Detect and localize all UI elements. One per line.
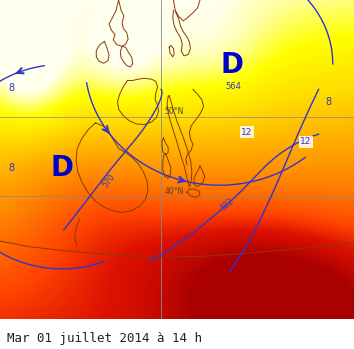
Text: 12: 12 xyxy=(300,138,312,146)
Text: 564: 564 xyxy=(226,82,242,91)
Text: Mar 01 juillet 2014 à 14 h: Mar 01 juillet 2014 à 14 h xyxy=(7,332,202,345)
Text: 582: 582 xyxy=(219,196,235,212)
Text: 50°N: 50°N xyxy=(165,107,184,116)
Text: D: D xyxy=(221,51,243,80)
Text: 570: 570 xyxy=(101,172,117,189)
Text: 12: 12 xyxy=(241,128,253,137)
Text: 8: 8 xyxy=(9,83,15,93)
Text: 8: 8 xyxy=(9,163,15,173)
Text: 40°N: 40°N xyxy=(165,187,184,196)
Text: 8: 8 xyxy=(326,97,332,107)
Text: D: D xyxy=(51,154,73,181)
